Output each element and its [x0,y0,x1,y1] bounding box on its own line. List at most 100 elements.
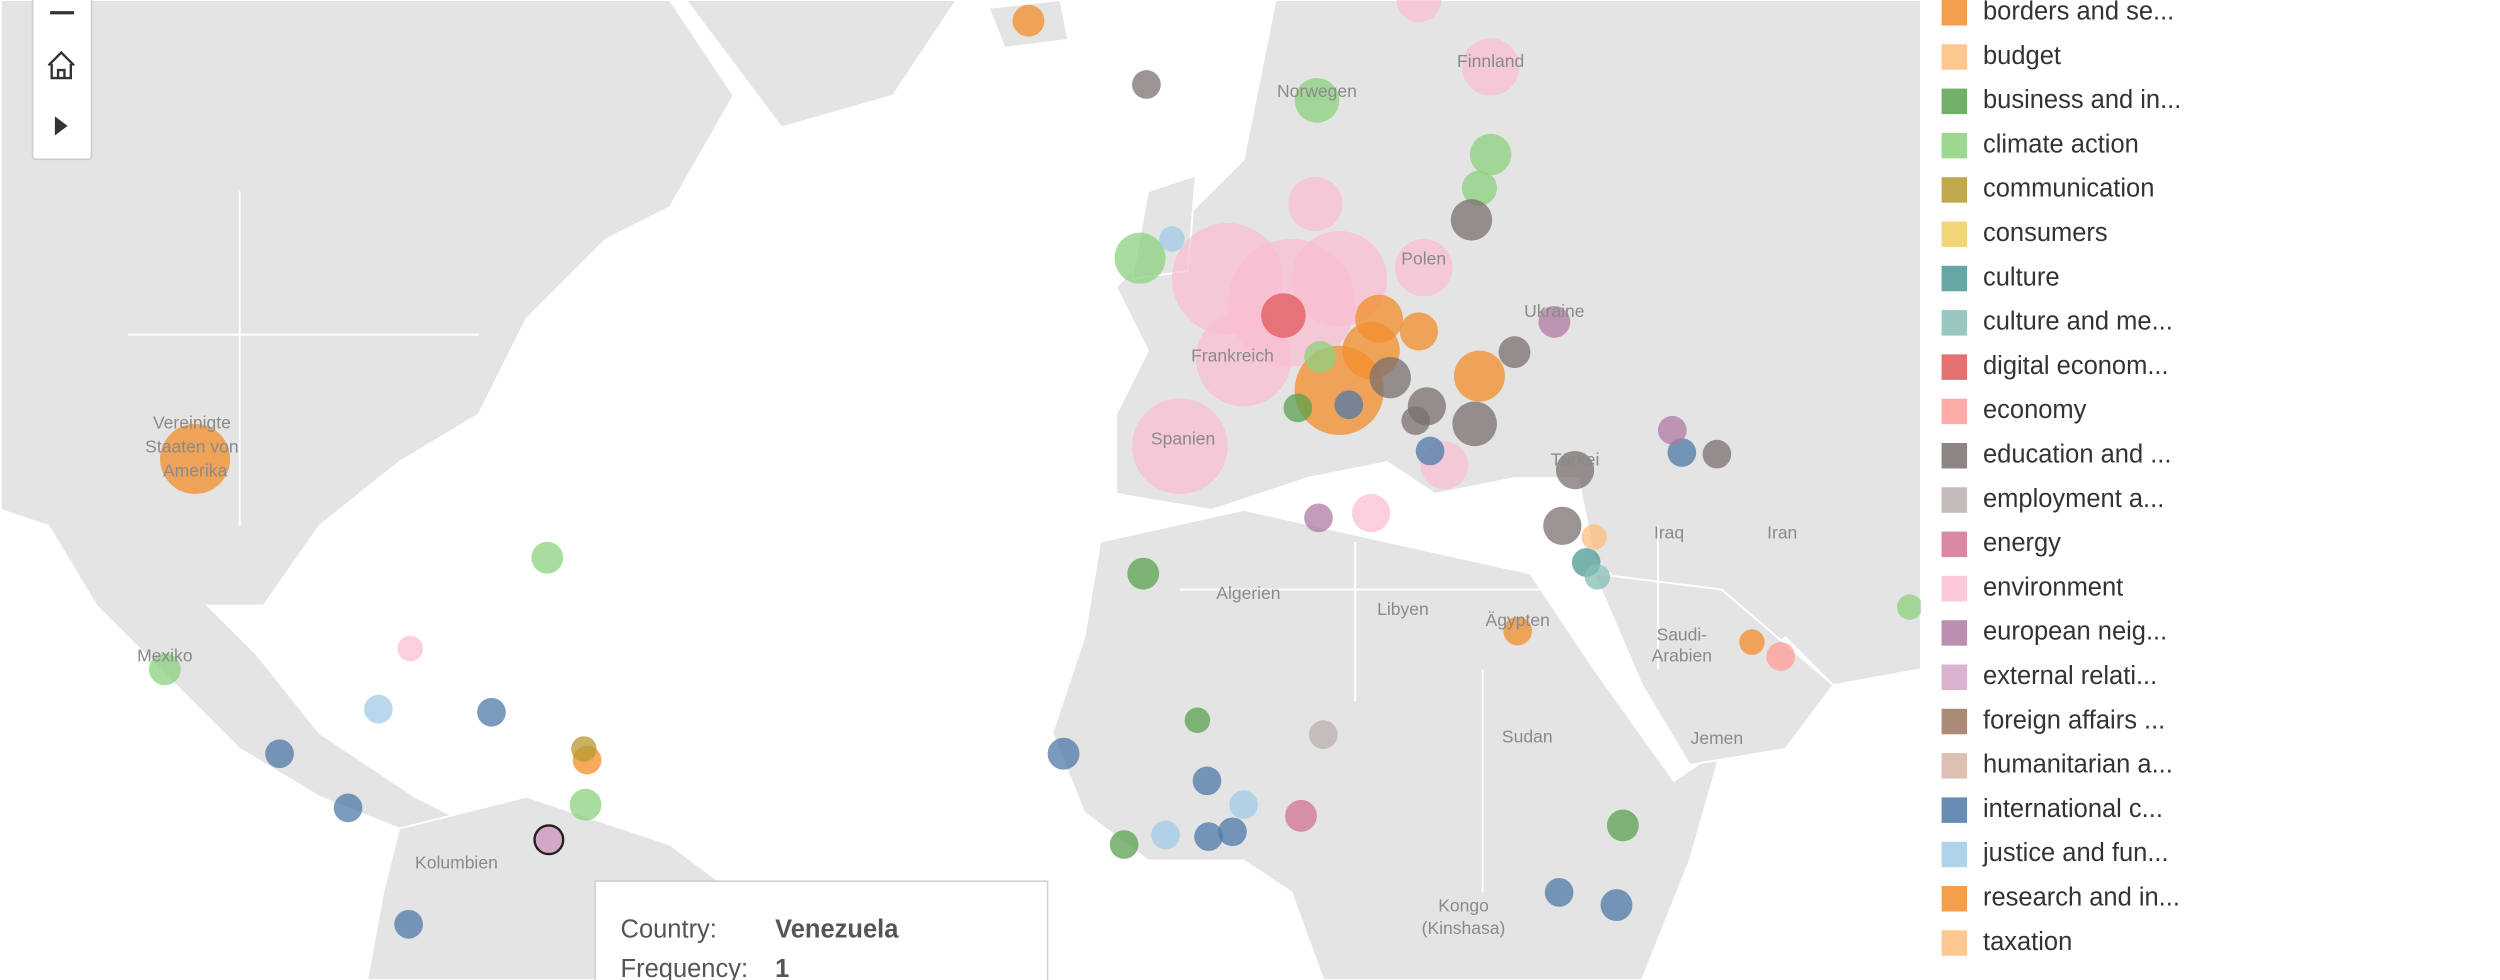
map-label: Jemen [1691,728,1744,748]
bubble [1453,350,1505,402]
legend-swatch [1941,354,1968,380]
legend-swatch [1941,797,1968,823]
legend-label: foreign affairs ... [1983,706,2165,734]
map-label: Ukraine [1524,301,1584,321]
legend-swatch [1941,44,1968,70]
bubble [1369,356,1411,399]
bubble [1461,170,1497,206]
legend-swatch [1941,265,1968,292]
selected-bubble [533,824,565,856]
map-labels: Vereinigte Staaten von Amerika Mexiko Kolumb… [137,51,1797,938]
map-label: Norwegen [1277,81,1357,101]
bubble [160,423,231,494]
bubble [1498,336,1531,369]
bubble [333,793,363,823]
legend-swatch [1941,88,1968,115]
tooltip-key: Country: [621,915,717,943]
tooltip-box [594,880,1049,980]
legend-label: borders and se... [1983,0,2174,25]
bubble [1581,524,1607,550]
bubble [1461,38,1520,96]
legend-swatch [1941,753,1968,779]
bubble [1127,557,1160,590]
legend-label: consumers [1983,219,2108,247]
bubble [1218,817,1247,847]
bubble [265,739,294,769]
legend-label: digital econom... [1983,352,2169,380]
tooltip-value: 1 [775,955,789,980]
legend-swatch [1941,885,1968,912]
bubble [1304,341,1337,373]
map-label: Arabien [1652,645,1712,665]
bubble [1702,439,1732,469]
bubble [1109,830,1139,859]
bubble [1159,226,1185,252]
bubble [1261,293,1306,338]
bubble [1401,406,1431,436]
bubble [1334,390,1364,420]
bubble [569,788,602,821]
map-label: Iraq [1654,523,1684,543]
legend-swatch [1941,310,1968,336]
bubble [1285,799,1317,832]
bubble [1395,239,1453,297]
legend-label: employment a... [1983,485,2164,513]
legend-label: education and ... [1983,440,2171,468]
legend-swatch [1941,620,1968,646]
bubble [1192,766,1222,796]
map-label: Iran [1767,523,1797,543]
map-label: Frankreich [1191,346,1274,366]
bubble [1194,822,1223,851]
legend-swatch [1941,930,1968,956]
bubble [1132,398,1228,494]
legend-label: humanitarian a... [1983,751,2173,779]
map-label: Spanien [1151,429,1215,449]
bubble [1606,809,1639,842]
map-label: (Kinshasa) [1422,918,1506,938]
bubble [1229,790,1258,820]
bubble [1544,878,1574,907]
home-button[interactable] [47,50,75,80]
bubble [1399,312,1439,351]
map-label: Staaten von [145,437,239,457]
bubble [148,653,181,686]
bubble [1047,737,1080,770]
bubble [1151,820,1180,850]
map-label: Libyen [1377,599,1429,619]
bubble [531,541,564,574]
bubble [1766,642,1795,671]
bubble [1288,176,1343,232]
bubble [1503,616,1533,646]
map-label: Sudan [1502,727,1553,747]
map-label: Saudi- [1657,625,1708,645]
legend-label: international c... [1983,795,2163,823]
legend-swatch [1941,487,1968,513]
legend-swatch [1941,0,1968,26]
map-label: Ägypten [1486,610,1550,630]
legend-label: justice and fun... [1982,839,2169,867]
legend-swatch [1941,177,1968,203]
tooltip: Country: Venezuela Frequency: 1 [594,880,1049,980]
tooltip-value: Venezuela [775,915,899,943]
bubble [1294,78,1340,123]
legend: borders and se... budget business and in..… [1941,0,2181,956]
tooltip-key: Frequency: [621,955,748,980]
legend-label: research and in... [1983,883,2180,911]
bubble [1304,503,1333,533]
map-label: Polen [1401,249,1446,269]
bubble [1896,594,1923,620]
play-button[interactable] [54,116,68,136]
bubble [1469,133,1512,176]
legend-swatch [1941,531,1968,558]
bubble [1555,450,1595,490]
bubble [1538,305,1571,338]
legend-label: environment [1983,573,2123,601]
legend-swatch [1941,442,1968,469]
bubble [364,694,393,724]
legend-label: culture and me... [1983,308,2173,336]
map-label: Finnland [1457,51,1524,71]
legend-label: budget [1983,42,2061,70]
bubble [394,909,423,939]
map-label: Türkei [1551,449,1600,469]
